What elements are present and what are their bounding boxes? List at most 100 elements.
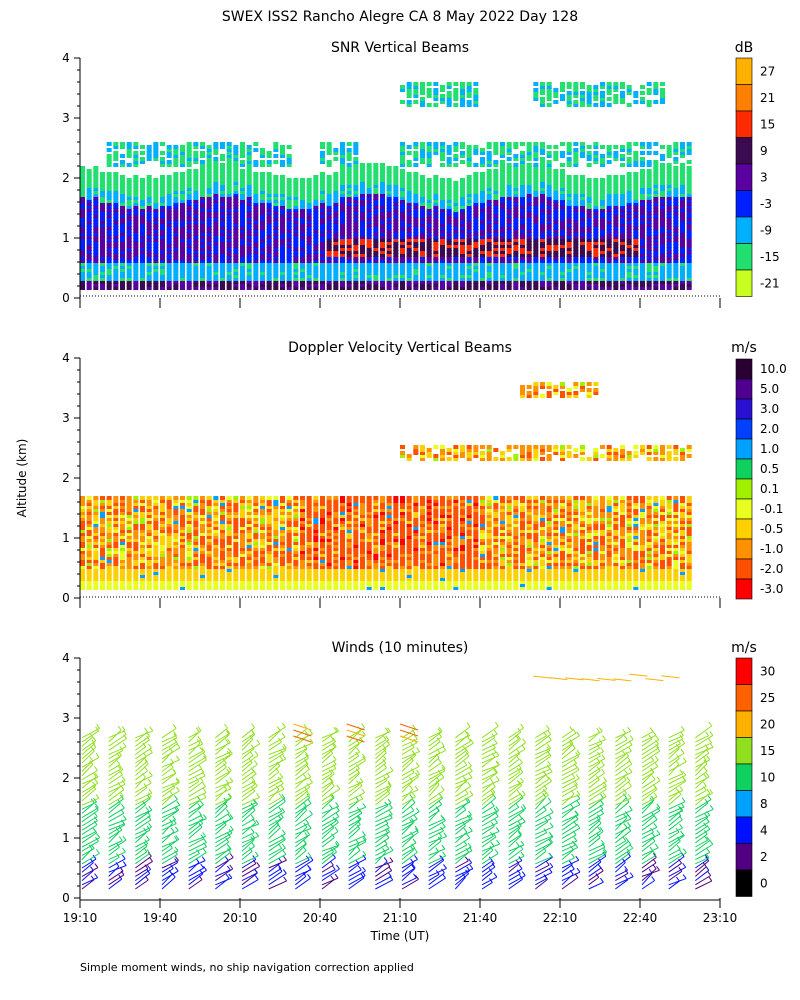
snr-cell: [153, 235, 159, 239]
snr-cell: [506, 223, 512, 227]
velocity-cell: [186, 508, 192, 512]
velocity-cell: [206, 523, 212, 527]
snr-cell: [466, 238, 472, 242]
snr-cell: [346, 169, 352, 173]
snr-cell: [473, 283, 479, 287]
snr-cell: [526, 286, 532, 290]
snr-cell: [666, 184, 672, 188]
snr-cell: [140, 223, 145, 227]
snr-cell: [493, 247, 499, 251]
snr-cell: [220, 163, 225, 167]
snr-cell: [586, 208, 592, 212]
snr-cell: [173, 181, 179, 185]
velocity-cell: [126, 496, 132, 500]
snr-cell: [373, 217, 379, 221]
snr-cell: [420, 97, 425, 101]
snr-cell: [686, 166, 692, 170]
snr-cell: [553, 208, 559, 212]
snr-cell: [320, 229, 325, 233]
snr-cell: [206, 166, 212, 170]
snr-cell: [620, 253, 625, 257]
snr-cell: [333, 250, 339, 254]
velocity-cell: [213, 520, 219, 524]
snr-cell: [80, 226, 85, 230]
snr-cell: [680, 151, 685, 155]
snr-cell: [226, 238, 232, 242]
snr-cell: [246, 280, 252, 284]
snr-cell: [180, 286, 185, 290]
snr-cell: [193, 193, 199, 197]
snr-cell: [553, 145, 559, 149]
snr-cell: [646, 274, 652, 278]
snr-cell: [613, 283, 619, 287]
snr-cell: [500, 223, 505, 227]
snr-cell: [360, 244, 365, 248]
snr-cell: [453, 91, 459, 95]
snr-cell: [580, 187, 585, 191]
snr-cell: [280, 235, 285, 239]
snr-cell: [286, 181, 292, 185]
snr-cell: [226, 157, 232, 161]
snr-cell: [373, 247, 379, 251]
snr-cell: [333, 259, 339, 263]
snr-cell: [146, 211, 152, 215]
snr-cell: [460, 181, 465, 185]
snr-cell: [686, 208, 692, 212]
velocity-cell: [153, 511, 159, 515]
snr-cell: [206, 193, 212, 197]
velocity-cell: [113, 565, 119, 569]
snr-cell: [660, 208, 665, 212]
snr-cell: [640, 91, 645, 95]
velocity-cell: [166, 583, 172, 587]
snr-cell: [686, 220, 692, 224]
snr-cell: [393, 238, 399, 242]
snr-cell: [633, 226, 639, 230]
snr-cell: [260, 271, 265, 275]
snr-cell: [686, 223, 692, 227]
snr-cell: [286, 244, 292, 248]
snr-cell: [660, 154, 665, 158]
snr-cell: [686, 250, 692, 254]
snr-cell: [353, 196, 359, 200]
snr-cell: [273, 220, 279, 224]
snr-cell: [473, 184, 479, 188]
snr-cell: [653, 280, 659, 284]
snr-cell: [620, 271, 625, 275]
snr-cell: [213, 157, 219, 161]
snr-cell: [133, 202, 139, 206]
snr-cell: [660, 220, 665, 224]
snr-cell: [653, 250, 659, 254]
snr-cell: [126, 184, 132, 188]
snr-cell: [620, 184, 625, 188]
snr-cell: [620, 199, 625, 203]
snr-cell: [553, 94, 559, 98]
snr-cell: [666, 268, 672, 272]
snr-cell: [266, 196, 272, 200]
snr-cell: [80, 274, 85, 278]
snr-cell: [120, 259, 125, 263]
snr-cell: [320, 238, 325, 242]
snr-cell: [266, 193, 272, 197]
snr-cell: [86, 250, 92, 254]
snr-cell: [113, 142, 119, 146]
snr-cell: [593, 196, 599, 200]
snr-cell: [606, 91, 612, 95]
snr-cell: [560, 232, 565, 236]
velocity-cell: [126, 538, 132, 542]
snr-cell: [600, 187, 605, 191]
snr-cell: [353, 226, 359, 230]
velocity-cell: [146, 538, 152, 542]
velocity-cell: [186, 562, 192, 566]
snr-cell: [540, 247, 545, 251]
snr-cell: [646, 190, 652, 194]
snr-cell: [340, 247, 345, 251]
snr-cell: [466, 271, 472, 275]
snr-cell: [620, 97, 625, 101]
snr-cell: [526, 232, 532, 236]
snr-cell: [106, 181, 112, 185]
snr-cell: [273, 280, 279, 284]
velocity-cell: [100, 565, 105, 569]
snr-cell: [526, 154, 532, 158]
velocity-cell: [166, 508, 172, 512]
snr-cell: [460, 274, 465, 278]
